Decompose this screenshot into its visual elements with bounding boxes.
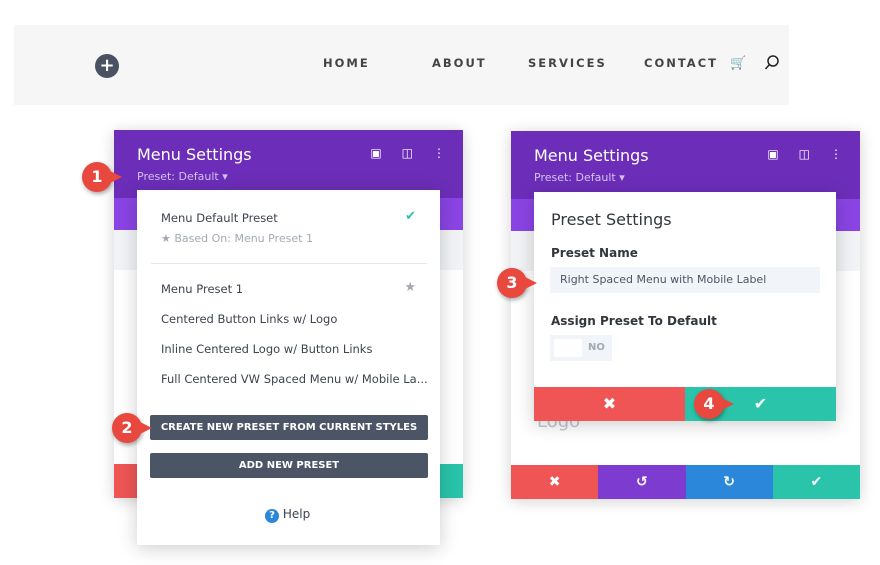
more-icon[interactable]: ⋮ xyxy=(830,147,842,161)
undo-button[interactable]: ↺ xyxy=(598,465,686,499)
cart-icon[interactable]: 🛒 xyxy=(730,56,747,71)
search-icon[interactable] xyxy=(764,55,780,75)
fullscreen-icon[interactable]: ▣ xyxy=(767,147,779,161)
redo-button[interactable]: ↻ xyxy=(685,465,773,499)
nav-contact[interactable]: CONTACT xyxy=(644,56,718,70)
preset-default[interactable]: Menu Default Preset xyxy=(161,211,278,225)
assign-default-label: Assign Preset To Default xyxy=(551,314,717,328)
panel-title: Menu Settings xyxy=(137,145,252,164)
sidebar-icon[interactable]: ◫ xyxy=(401,146,413,160)
site-header xyxy=(14,25,789,105)
nav-home[interactable]: HOME xyxy=(323,56,370,70)
step-badge-1: 1 xyxy=(82,162,122,192)
preset-selector[interactable]: Preset: Default ▾ xyxy=(534,171,625,184)
step-badge-4: 4 xyxy=(694,389,734,419)
create-preset-button[interactable]: CREATE NEW PRESET FROM CURRENT STYLES xyxy=(150,415,428,440)
plus-icon[interactable]: + xyxy=(95,54,119,78)
preset-name-label: Preset Name xyxy=(551,246,638,260)
step-badge-2: 2 xyxy=(112,413,152,443)
preset-settings-modal: Preset Settings Preset Name Right Spaced… xyxy=(534,192,836,421)
more-icon[interactable]: ⋮ xyxy=(433,146,445,160)
star-icon[interactable]: ★ xyxy=(404,280,416,295)
toggle-state: NO xyxy=(588,342,605,353)
preset-dropdown: Menu Default Preset ✔ ★ Based On: Menu P… xyxy=(137,190,440,545)
nav-services[interactable]: SERVICES xyxy=(528,56,607,70)
check-icon: ✔ xyxy=(405,209,416,224)
save-button[interactable]: ✔ xyxy=(772,465,860,499)
divider xyxy=(151,263,427,264)
preset-item[interactable]: Inline Centered Logo w/ Button Links xyxy=(161,342,373,356)
panel-title: Menu Settings xyxy=(534,146,649,165)
assign-default-toggle[interactable]: NO xyxy=(550,335,612,361)
preset-item[interactable]: Full Centered VW Spaced Menu w/ Mobile L… xyxy=(161,372,428,386)
star-icon: ★ xyxy=(161,232,175,245)
help-label: Help xyxy=(282,507,311,521)
preset-selector[interactable]: Preset: Default ▾ xyxy=(137,170,228,183)
help-link[interactable]: ? Help xyxy=(265,507,310,523)
cancel-button[interactable]: ✖ xyxy=(511,465,599,499)
modal-title: Preset Settings xyxy=(551,210,672,229)
modal-cancel-button[interactable]: ✖ xyxy=(534,387,685,421)
sidebar-icon[interactable]: ◫ xyxy=(798,147,810,161)
nav-about[interactable]: ABOUT xyxy=(432,56,487,70)
fullscreen-icon[interactable]: ▣ xyxy=(370,146,382,160)
based-on-label: Based On: Menu Preset 1 xyxy=(174,232,313,245)
add-preset-button[interactable]: ADD NEW PRESET xyxy=(150,453,428,478)
preset-item[interactable]: Menu Preset 1 xyxy=(161,282,244,296)
preset-item[interactable]: Centered Button Links w/ Logo xyxy=(161,312,338,326)
preset-name-input[interactable]: Right Spaced Menu with Mobile Label xyxy=(550,267,820,293)
help-icon: ? xyxy=(265,509,279,523)
step-badge-3: 3 xyxy=(497,268,537,298)
